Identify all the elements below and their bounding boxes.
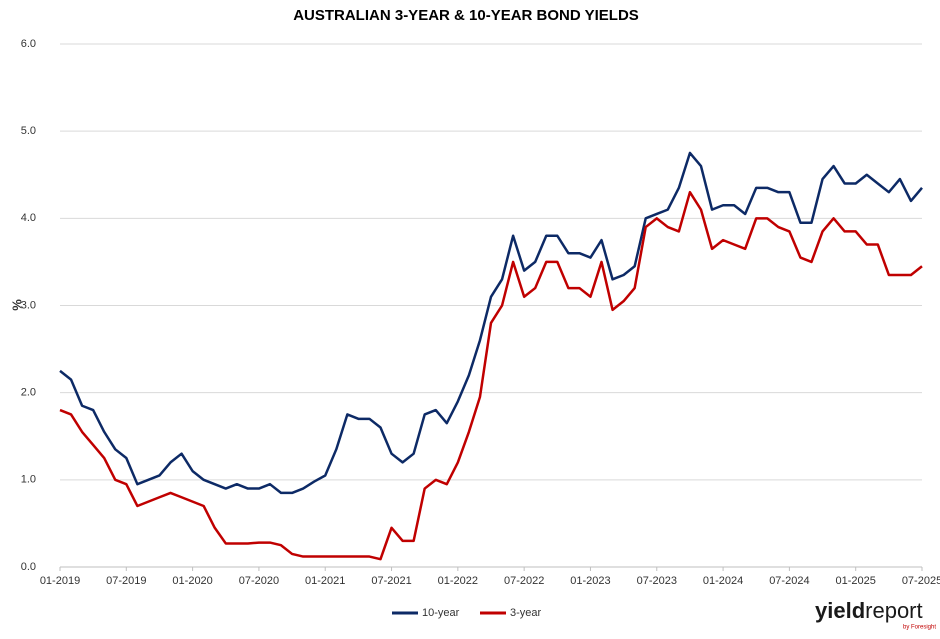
logo-b: report bbox=[865, 598, 922, 623]
x-tick-label: 07-2021 bbox=[371, 575, 411, 587]
series-line bbox=[59, 151, 923, 495]
logo-a: yield bbox=[815, 598, 865, 623]
y-tick-label: 1.0 bbox=[21, 474, 36, 486]
series-line bbox=[59, 190, 923, 561]
y-tick-label: 4.0 bbox=[21, 212, 36, 224]
y-tick-label: 6.0 bbox=[21, 38, 36, 50]
x-tick-label: 07-2020 bbox=[239, 575, 279, 587]
x-tick-label: 07-2022 bbox=[504, 575, 544, 587]
y-tick-label: 0.0 bbox=[21, 561, 36, 573]
x-tick-label: 01-2019 bbox=[40, 575, 80, 587]
y-axis-label: % bbox=[9, 299, 24, 311]
x-tick-label: 01-2022 bbox=[438, 575, 478, 587]
y-tick-label: 2.0 bbox=[21, 387, 36, 399]
x-tick-label: 07-2025 bbox=[902, 575, 940, 587]
x-tick-label: 07-2024 bbox=[769, 575, 809, 587]
x-tick-label: 01-2024 bbox=[703, 575, 743, 587]
y-tick-label: 3.0 bbox=[21, 299, 36, 311]
chart-title: AUSTRALIAN 3-YEAR & 10-YEAR BOND YIELDS bbox=[293, 7, 639, 24]
x-tick-label: 01-2020 bbox=[172, 575, 212, 587]
logo-brand: yieldreport bbox=[815, 598, 923, 623]
legend-label: 3-year bbox=[510, 607, 542, 619]
logo-byline: by Foresight bbox=[903, 625, 936, 631]
x-tick-label: 01-2021 bbox=[305, 575, 345, 587]
x-tick-label: 01-2025 bbox=[836, 575, 876, 587]
x-tick-label: 07-2023 bbox=[637, 575, 677, 587]
logo: yieldreport by Foresight bbox=[815, 598, 936, 631]
x-tick-label: 01-2023 bbox=[570, 575, 610, 587]
y-tick-label: 5.0 bbox=[21, 125, 36, 137]
legend-label: 10-year bbox=[422, 607, 460, 619]
x-tick-label: 07-2019 bbox=[106, 575, 146, 587]
